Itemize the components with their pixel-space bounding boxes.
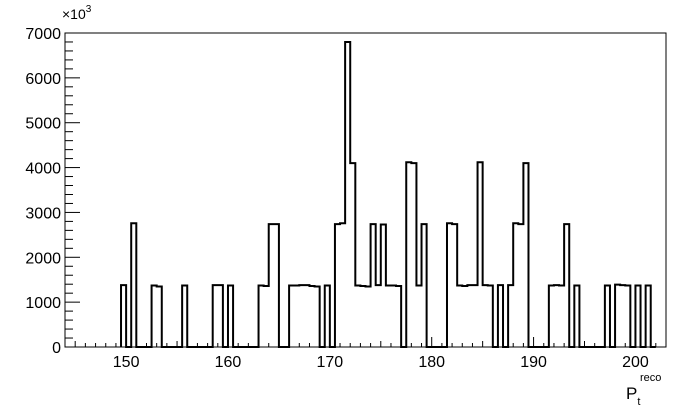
plot-frame [64, 32, 667, 348]
y-tick-label: 0 [52, 340, 61, 357]
x-axis: 150 160 170 180 190 200 [64, 337, 667, 371]
histogram-series [120, 40, 656, 348]
x-tick-label: 170 [316, 354, 343, 371]
x-axis-title-sub: t [637, 396, 640, 408]
y-multiplier-exponent: 3 [86, 4, 92, 15]
y-tick-label: 1000 [25, 295, 61, 312]
y-multiplier: ×103 [62, 4, 92, 22]
x-axis-title: Pt [626, 384, 640, 408]
y-axis: 0 1000 2000 3000 4000 5000 6000 7000 [25, 26, 80, 357]
x-tick-label: 190 [520, 354, 547, 371]
y-tick-label: 5000 [25, 116, 61, 133]
y-multiplier-base: ×10 [62, 6, 86, 22]
x-axis-title-sup: reco [640, 372, 661, 384]
x-tick-label: 180 [418, 354, 445, 371]
x-tick-label: 160 [215, 354, 242, 371]
y-tick-label: 7000 [25, 26, 61, 43]
x-tick-label: 200 [622, 354, 649, 371]
y-tick-label: 6000 [25, 71, 61, 88]
x-tick-label: 150 [113, 354, 140, 371]
y-tick-label: 3000 [25, 205, 61, 222]
y-tick-label: 4000 [25, 161, 61, 178]
y-tick-label: 2000 [25, 250, 61, 267]
x-axis-title-main: P [626, 384, 637, 403]
